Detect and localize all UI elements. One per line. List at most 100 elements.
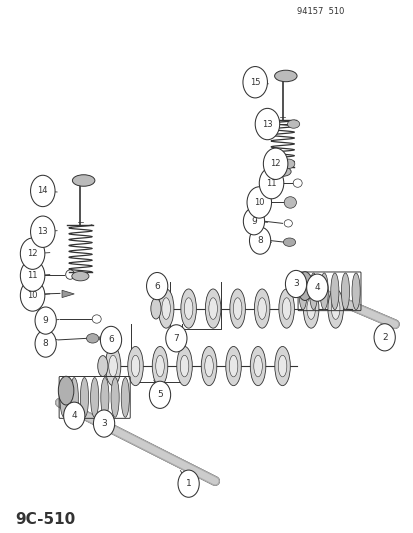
Ellipse shape: [341, 273, 349, 310]
Ellipse shape: [208, 298, 217, 319]
Circle shape: [306, 274, 327, 301]
Ellipse shape: [71, 271, 89, 281]
Ellipse shape: [111, 377, 119, 417]
Text: 5: 5: [157, 390, 162, 399]
Ellipse shape: [205, 289, 221, 328]
Ellipse shape: [201, 346, 216, 386]
Ellipse shape: [80, 377, 88, 417]
Text: 13: 13: [38, 227, 48, 236]
Ellipse shape: [225, 346, 241, 386]
Ellipse shape: [66, 270, 74, 279]
Ellipse shape: [282, 159, 294, 168]
Ellipse shape: [99, 336, 104, 341]
Text: 10: 10: [254, 198, 264, 207]
Ellipse shape: [287, 120, 299, 128]
Ellipse shape: [70, 377, 78, 417]
Text: 9C-510: 9C-510: [15, 512, 75, 528]
Circle shape: [35, 330, 56, 357]
Ellipse shape: [180, 356, 188, 377]
Ellipse shape: [131, 356, 140, 377]
Ellipse shape: [274, 70, 297, 82]
Circle shape: [93, 410, 114, 437]
Ellipse shape: [121, 377, 129, 417]
Ellipse shape: [303, 289, 318, 328]
Text: 1: 1: [185, 479, 191, 488]
Text: 6: 6: [108, 335, 114, 344]
Ellipse shape: [100, 377, 109, 417]
Ellipse shape: [351, 273, 359, 310]
Text: 3: 3: [101, 419, 107, 428]
Circle shape: [31, 175, 55, 207]
Ellipse shape: [229, 356, 237, 377]
Ellipse shape: [327, 289, 343, 328]
Ellipse shape: [282, 298, 290, 319]
Circle shape: [100, 326, 121, 353]
Text: 4: 4: [314, 283, 319, 292]
Ellipse shape: [158, 289, 173, 328]
Ellipse shape: [282, 238, 295, 246]
Circle shape: [165, 325, 187, 352]
Circle shape: [249, 227, 270, 254]
Circle shape: [20, 238, 45, 269]
Text: 12: 12: [270, 159, 280, 168]
Ellipse shape: [283, 197, 296, 208]
Circle shape: [254, 108, 279, 140]
Text: 11: 11: [27, 271, 38, 280]
Ellipse shape: [161, 298, 170, 319]
Text: 15: 15: [249, 78, 260, 87]
Circle shape: [64, 402, 85, 429]
Ellipse shape: [155, 356, 164, 377]
Circle shape: [178, 470, 199, 497]
Ellipse shape: [229, 289, 245, 328]
Circle shape: [247, 187, 271, 218]
Circle shape: [263, 148, 287, 180]
Text: 7: 7: [173, 334, 179, 343]
Ellipse shape: [92, 315, 101, 323]
Text: 12: 12: [27, 249, 38, 258]
Ellipse shape: [152, 346, 167, 386]
Text: 4: 4: [71, 411, 77, 420]
Text: 3: 3: [292, 279, 298, 288]
Circle shape: [285, 270, 306, 297]
Ellipse shape: [180, 289, 196, 328]
Ellipse shape: [72, 175, 95, 186]
Text: 94157  510: 94157 510: [296, 7, 343, 16]
Circle shape: [146, 272, 167, 300]
Circle shape: [31, 216, 55, 247]
Circle shape: [20, 280, 45, 311]
Ellipse shape: [60, 377, 68, 417]
Ellipse shape: [176, 346, 192, 386]
Circle shape: [259, 167, 283, 199]
Text: 10: 10: [27, 291, 38, 300]
Ellipse shape: [253, 356, 262, 377]
Text: 14: 14: [38, 187, 48, 196]
Ellipse shape: [109, 356, 117, 377]
Text: 8: 8: [43, 339, 48, 348]
Ellipse shape: [319, 273, 328, 310]
Text: 11: 11: [266, 179, 276, 188]
Text: 6: 6: [154, 281, 160, 290]
Ellipse shape: [309, 273, 317, 310]
Ellipse shape: [105, 346, 121, 386]
Ellipse shape: [274, 346, 290, 386]
Text: 8: 8: [256, 236, 262, 245]
Ellipse shape: [306, 298, 315, 319]
Text: 9: 9: [251, 217, 256, 226]
Text: 9: 9: [43, 316, 48, 325]
Ellipse shape: [257, 298, 266, 319]
Ellipse shape: [128, 346, 143, 386]
Circle shape: [149, 381, 170, 408]
Ellipse shape: [254, 289, 269, 328]
Ellipse shape: [283, 220, 292, 227]
Text: 2: 2: [381, 333, 387, 342]
Ellipse shape: [292, 179, 301, 187]
Ellipse shape: [150, 298, 161, 319]
Ellipse shape: [298, 273, 306, 310]
Ellipse shape: [58, 376, 74, 405]
Ellipse shape: [273, 167, 290, 176]
Circle shape: [20, 260, 45, 292]
Circle shape: [35, 307, 56, 334]
Ellipse shape: [86, 334, 99, 343]
Ellipse shape: [278, 356, 286, 377]
Ellipse shape: [330, 273, 338, 310]
